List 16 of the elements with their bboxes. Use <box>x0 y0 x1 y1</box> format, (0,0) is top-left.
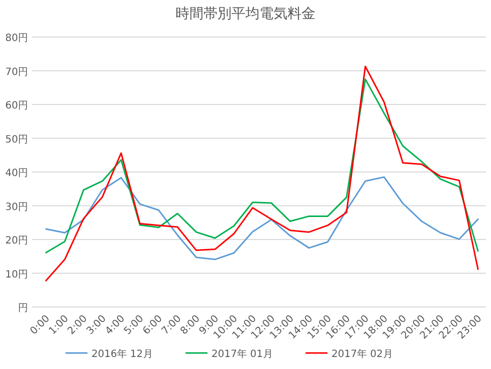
line-series <box>45 66 479 282</box>
y-tick-label: 20円 <box>5 236 28 246</box>
y-tick-label: 10円 <box>5 269 28 280</box>
legend-label: 2017年 01月 <box>212 348 273 360</box>
y-tick-label: 70円 <box>5 66 28 78</box>
legend-label: 2017年 02月 <box>332 348 393 360</box>
line-series <box>45 78 479 254</box>
y-tick-label: 40円 <box>5 168 28 179</box>
y-tick-label: 60円 <box>5 100 28 112</box>
line-series <box>45 176 479 260</box>
legend-label: 2016年 12月 <box>92 348 153 360</box>
y-tick-label: 30円 <box>5 202 28 213</box>
chart-title: 時間帯別平均電気料金 <box>176 6 316 22</box>
y-tick-label: 円 <box>18 303 28 314</box>
y-tick-label: 50円 <box>5 134 28 146</box>
y-tick-label: 80円 <box>5 33 28 44</box>
